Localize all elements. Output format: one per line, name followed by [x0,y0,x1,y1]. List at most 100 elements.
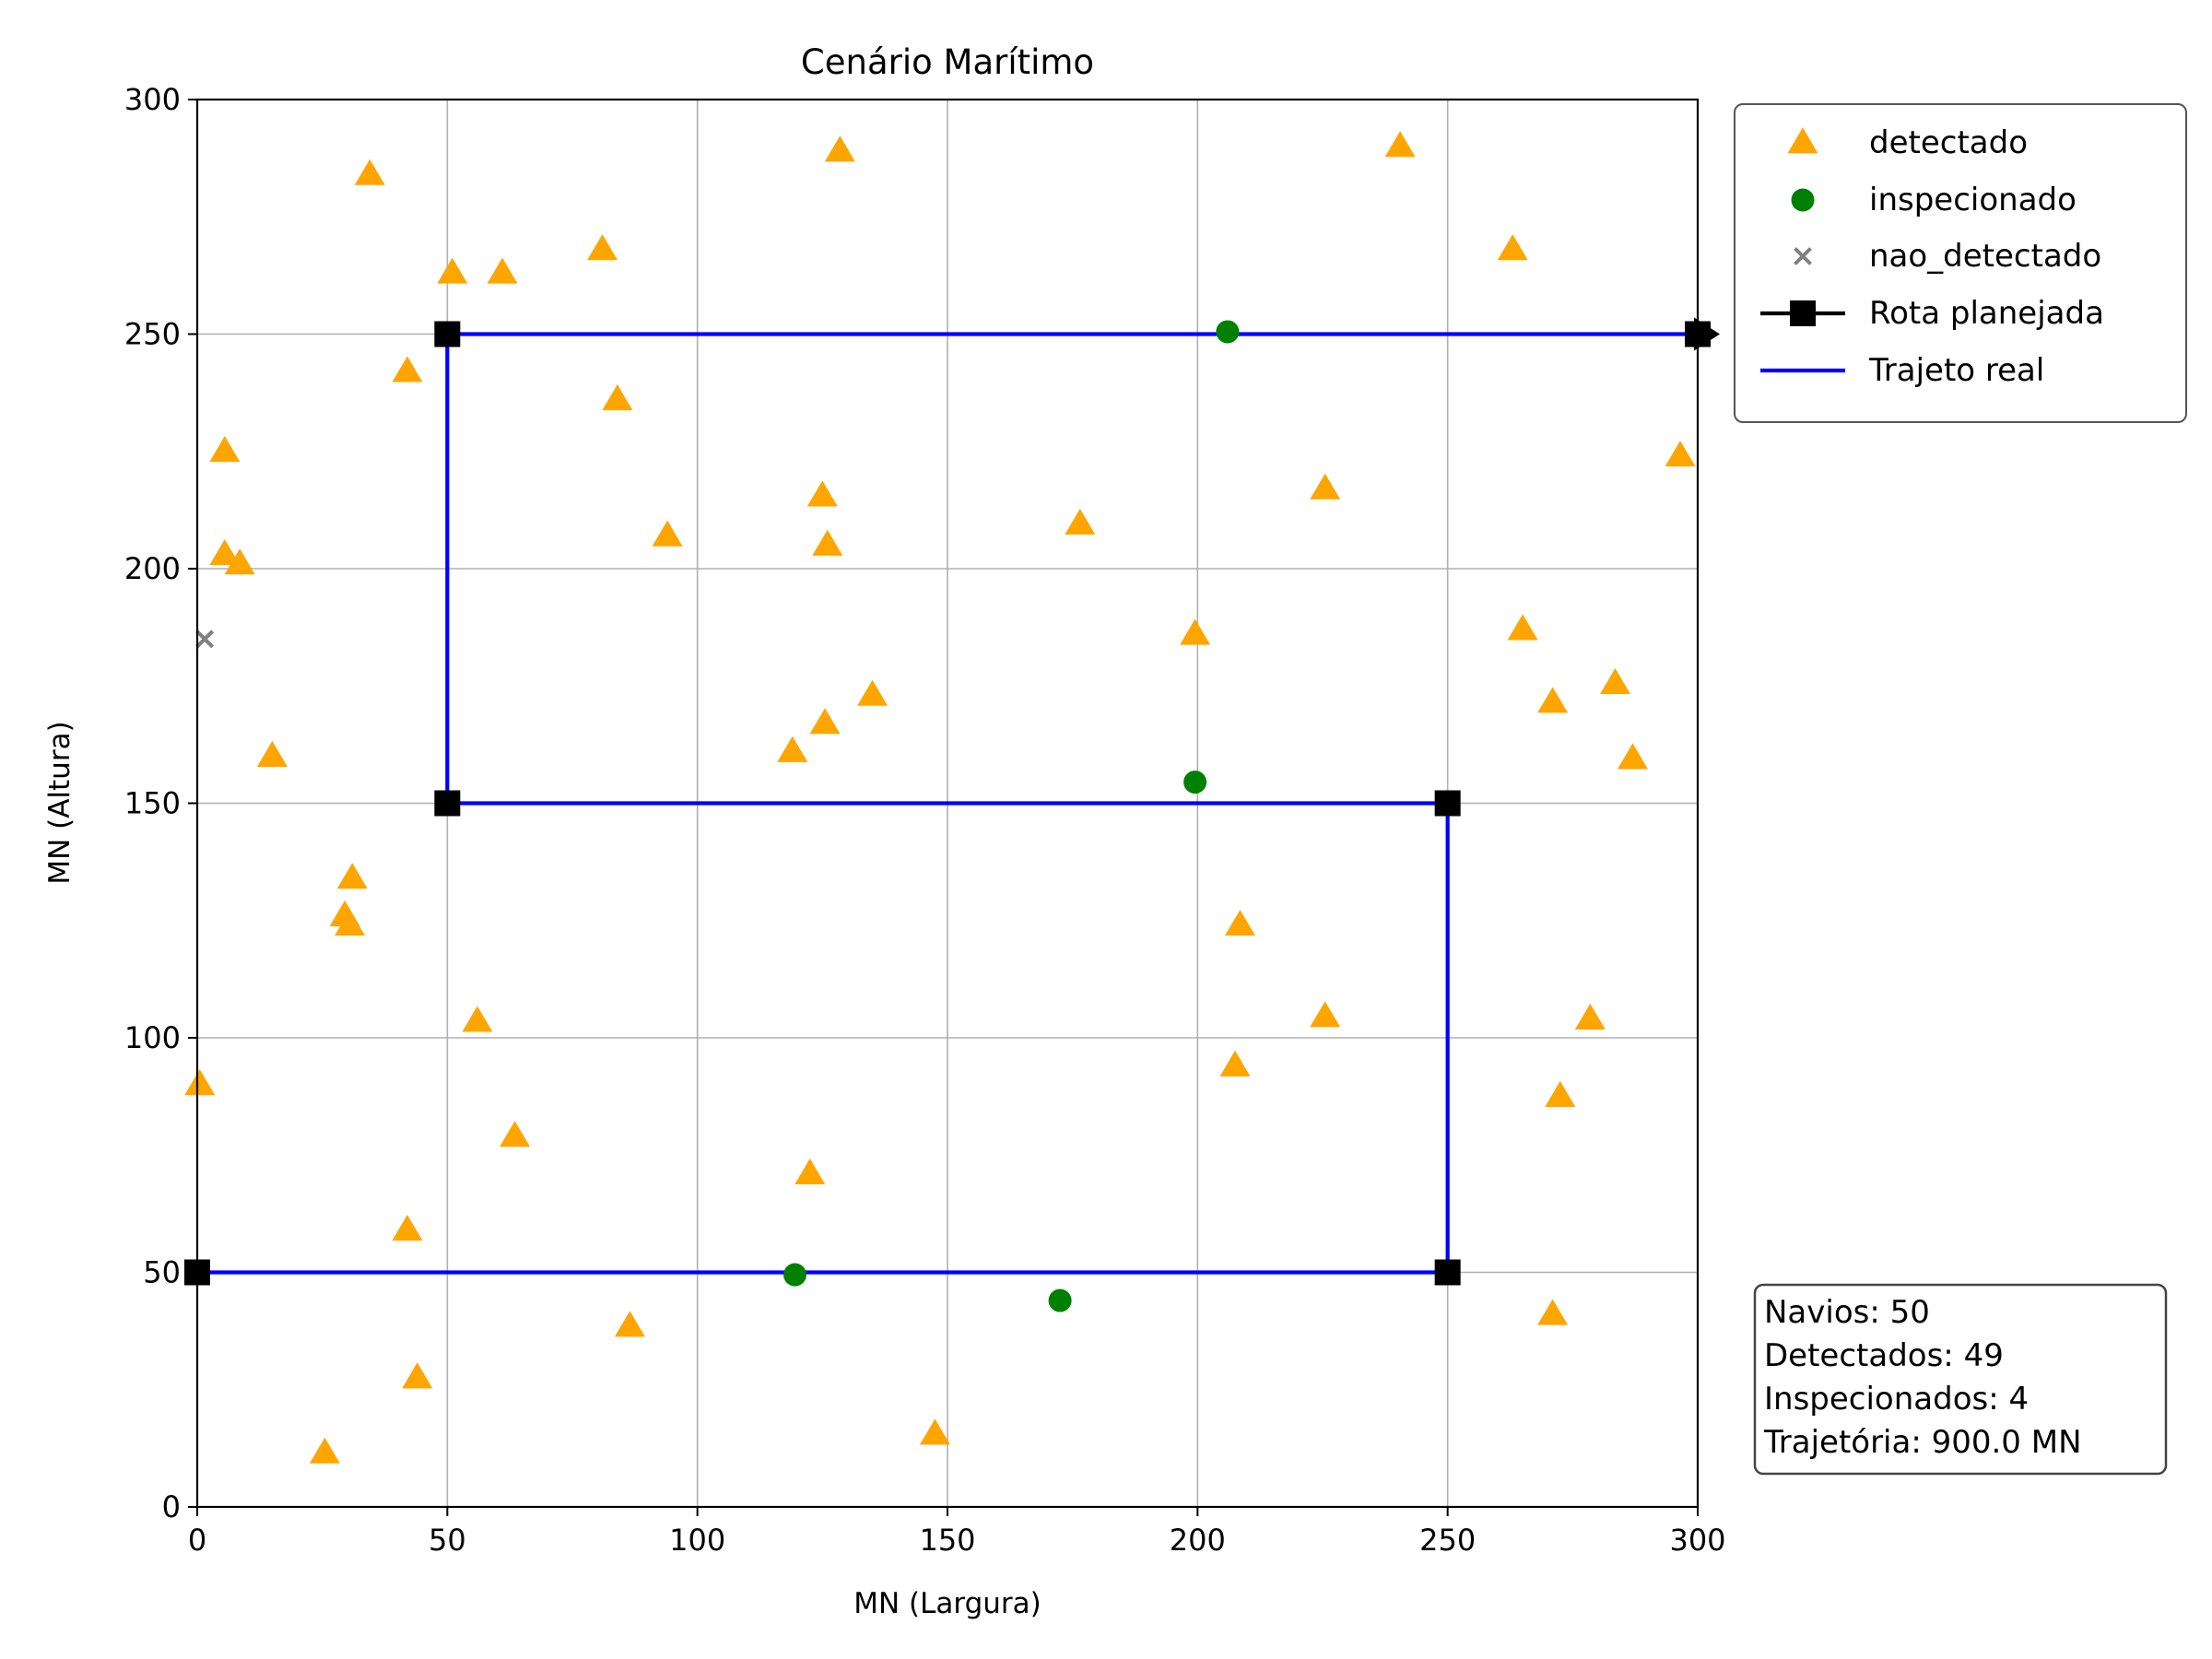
stats-detected: Detectados: 49 [1764,1337,2004,1374]
y-tick-label: 100 [124,1020,181,1055]
detected-ship-marker [462,1006,493,1032]
inspected-ship-marker [1216,320,1240,344]
inspected-ship-marker [1183,771,1207,794]
detected-ship-marker [209,538,241,566]
y-tick-label: 300 [124,82,181,117]
stats-ships: Navios: 50 [1764,1294,1930,1331]
detected-ship-marker [1224,910,1255,936]
detected-ship-marker [1497,234,1528,261]
x-tick-label: 0 [188,1523,206,1558]
y-tick-label: 150 [124,786,181,821]
legend-label: Trajeto real [1868,352,2044,389]
y-axis-label: MN (Altura) [43,721,76,884]
detected-ship-marker [1219,1050,1251,1077]
legend-item: nao_detectado [1794,238,2101,275]
points-layer [184,131,1696,1464]
legend-item: Trajeto real [1760,352,2044,389]
y-tick-label: 0 [162,1489,181,1524]
detected-ship-marker [500,1121,531,1147]
y-tick-label: 250 [124,317,181,352]
stats-inspected: Inspecionados: 4 [1764,1381,2029,1418]
x-stroke [195,629,215,649]
x-tick-label: 150 [919,1523,975,1558]
x-stroke [1794,247,1812,265]
detected-ship-marker [587,234,618,261]
not-detected-ship-marker [195,629,215,649]
x-tick-label: 300 [1669,1523,1725,1558]
legend-inspected-icon [1791,188,1815,212]
x-axis-label: MN (Largura) [853,1587,1041,1620]
detected-ship-marker [487,257,518,284]
detected-ship-marker [919,1418,950,1445]
detected-ship-marker [335,910,366,936]
x-tick-label: 100 [669,1523,725,1558]
planned-waypoint [434,790,461,817]
detected-ship-marker [1180,618,1211,645]
detected-ship-marker [824,135,855,162]
stats-box: Navios: 50 Detectados: 49 Inspecionados:… [1753,1283,2168,1476]
detected-ship-marker [1537,1299,1569,1325]
inspected-ship-marker [1048,1288,1072,1312]
detected-ship-marker [1617,743,1648,770]
detected-ship-marker [1665,441,1696,467]
detected-ship-marker [256,740,288,767]
detected-ship-marker [392,356,423,382]
detected-ship-marker [652,520,683,547]
legend-label: inspecionado [1869,182,2077,218]
legend-label: nao_detectado [1869,238,2101,275]
detected-ship-marker [809,708,841,735]
y-tick-label: 200 [124,551,181,586]
detected-ship-marker [806,480,838,507]
detected-ship-marker [1065,508,1096,535]
detected-ship-marker [309,1437,340,1464]
legend-box [1734,103,2187,423]
detected-ship-marker [857,679,888,706]
detected-ship-marker [1537,687,1569,713]
legend-item: Rota planejada [1760,295,2104,332]
detected-ship-marker [437,257,468,284]
detected-ship-marker [614,1311,645,1337]
route-end-arrow [1694,317,1720,351]
detected-ship-marker [1384,131,1416,158]
route-layer [184,317,1720,1286]
detected-ship-marker [224,548,255,575]
detected-ship-marker [794,1158,826,1184]
axis-ticks: 0 50 100 150 200 250 300 0 50 100 150 200 250 300 [124,82,1726,1558]
legend-detected-icon [1787,127,1818,154]
legend-label: detectado [1869,124,2028,161]
legend-label: Rota planejada [1869,295,2104,332]
planned-waypoint [1434,790,1461,817]
real-trajectory-line [197,332,1698,1275]
stats-trajectory: Trajetória: 900.0 MN [1763,1424,2082,1461]
legend-not-detected-icon [1794,247,1812,265]
legend-item: detectado [1787,124,2028,161]
planned-waypoint [1434,1259,1461,1286]
detected-ship-marker [354,159,385,185]
legend-item: inspecionado [1791,182,2077,218]
detected-ship-marker [1599,667,1630,695]
x-tick-label: 50 [429,1523,466,1558]
legend-planned-square [1790,300,1816,326]
detected-ship-marker [209,436,241,463]
detected-ship-marker [812,529,843,556]
y-tick-label: 50 [143,1255,181,1290]
stats-box-frame [1753,1283,2168,1476]
detected-ship-marker [336,863,368,889]
inspected-ship-marker [782,1263,806,1287]
detected-ship-marker [392,1214,423,1241]
detected-ship-marker [1574,1003,1606,1030]
x-tick-label: 200 [1170,1523,1226,1558]
detected-ship-marker [602,384,633,411]
x-tick-label: 250 [1419,1523,1476,1558]
legend: detectado inspecionado nao_detectado Rota p… [1734,103,2187,423]
planned-waypoint [434,321,461,347]
detected-ship-marker [402,1362,433,1389]
detected-ship-marker [1507,614,1538,641]
detected-ship-marker [777,735,808,762]
detected-ship-marker [1310,1001,1341,1028]
detected-ship-marker [1545,1080,1576,1107]
detected-ship-marker [1310,473,1341,500]
chart-title: Cenário Marítimo [801,42,1094,82]
detected-ship-marker [184,1069,216,1096]
